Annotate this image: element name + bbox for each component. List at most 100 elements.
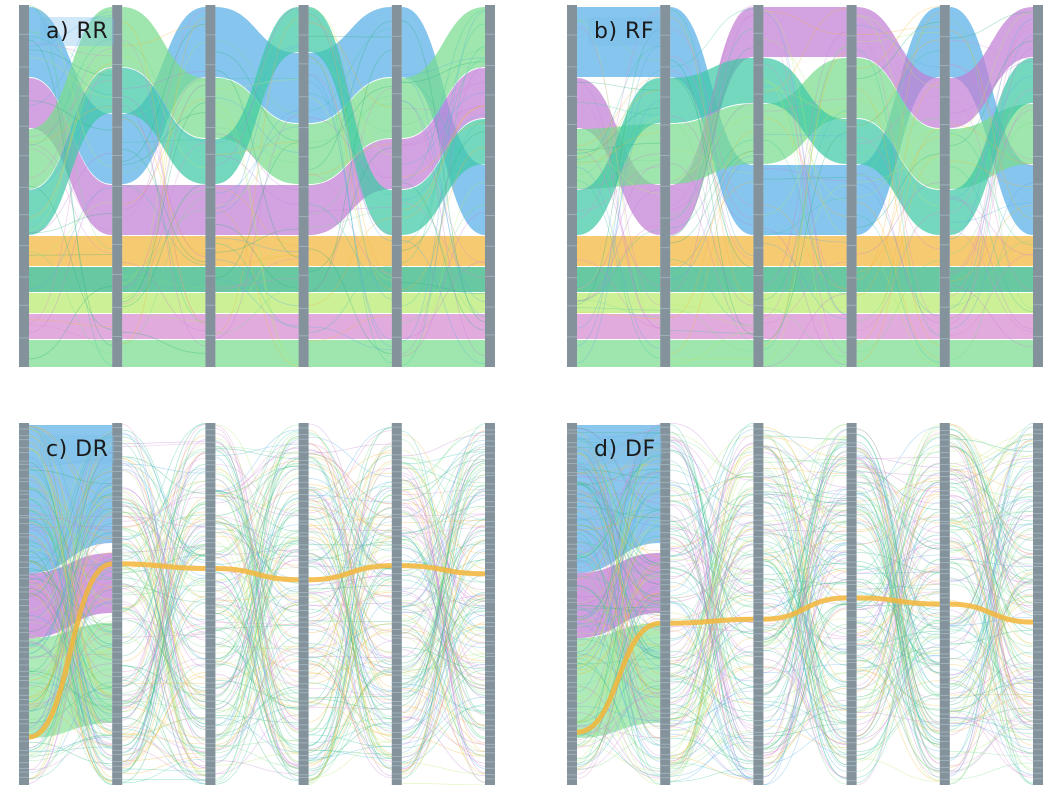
flow-line — [576, 516, 661, 659]
flow-line — [949, 557, 1034, 584]
flow-line — [215, 605, 299, 703]
flow-line — [856, 504, 940, 729]
flow-line — [308, 561, 392, 676]
flow-line — [122, 440, 206, 586]
flow-line — [949, 496, 1034, 706]
flow-line — [28, 464, 113, 655]
flow-line — [28, 450, 113, 640]
flow-line — [122, 516, 206, 568]
flow-line — [122, 423, 206, 729]
flow-line — [949, 202, 1034, 223]
flow-line — [763, 503, 847, 533]
flow-line — [856, 470, 940, 516]
flow-line — [28, 561, 113, 645]
flow-line — [763, 666, 847, 744]
flow-line — [308, 590, 392, 626]
flow-line — [576, 575, 661, 604]
flow-line — [670, 331, 754, 365]
flow-line — [763, 448, 847, 598]
flow-line — [122, 491, 206, 527]
flow-line — [308, 217, 392, 306]
flow-line — [763, 426, 847, 529]
highlight-path — [670, 616, 754, 626]
flow-line — [401, 689, 486, 745]
flow-line — [28, 11, 113, 106]
flow-line — [949, 595, 1034, 646]
flow-line — [401, 502, 486, 716]
flow-line — [856, 39, 940, 126]
flow-line — [949, 662, 1034, 694]
flow-line — [763, 465, 847, 499]
flow-line — [28, 529, 113, 678]
flow-line — [949, 556, 1034, 625]
flow-line — [28, 185, 113, 330]
flow-line — [670, 677, 754, 763]
flow-line — [28, 717, 113, 780]
flow-line — [215, 442, 299, 721]
flow-line — [856, 470, 940, 511]
flow-line — [763, 139, 847, 295]
flow-line — [308, 698, 392, 710]
flow-line — [401, 504, 486, 767]
flow-line — [308, 631, 392, 685]
flow-line — [28, 433, 113, 649]
flow-line — [28, 541, 113, 649]
flow-line — [122, 116, 206, 324]
flow-line — [401, 661, 486, 671]
flow-line — [949, 433, 1034, 521]
flow-line — [670, 492, 754, 720]
flow-line — [122, 602, 206, 783]
axis-bar — [19, 5, 29, 367]
flow-line — [308, 668, 392, 765]
flow-line — [28, 494, 113, 563]
flow-line — [763, 643, 847, 746]
flow-line — [576, 149, 661, 286]
flow-line — [401, 572, 486, 770]
flow-line — [308, 57, 392, 290]
flow-line — [28, 434, 113, 554]
flow-line — [763, 580, 847, 625]
flow-line — [949, 707, 1034, 725]
flow-line — [28, 523, 113, 645]
flow-line — [215, 424, 299, 553]
flow-band — [856, 339, 940, 367]
flow-line — [763, 468, 847, 474]
flow-line — [949, 465, 1034, 621]
flow-line — [122, 717, 206, 776]
flow-line — [949, 468, 1034, 539]
flow-line — [856, 437, 940, 641]
flow-line — [949, 717, 1034, 731]
flow-line — [28, 520, 113, 645]
flow-line — [401, 457, 486, 484]
flow-line — [215, 604, 299, 686]
flow-line — [122, 484, 206, 719]
flow-line — [670, 454, 754, 588]
flow-line — [122, 499, 206, 617]
flow-line — [122, 635, 206, 742]
flow-line — [215, 637, 299, 746]
flow-line — [763, 618, 847, 644]
flow-line — [215, 612, 299, 776]
flow-line — [856, 593, 940, 621]
flow-line — [28, 499, 113, 707]
flow-band — [122, 7, 206, 138]
flow-line — [856, 612, 940, 725]
flow-line — [576, 618, 661, 646]
flow-line — [856, 650, 940, 700]
flow-line — [122, 603, 206, 768]
flow-line — [576, 164, 661, 288]
flow-line — [215, 516, 299, 553]
flow-line — [215, 550, 299, 710]
flow-line — [763, 177, 847, 180]
flow-line — [763, 514, 847, 620]
flow-line — [670, 445, 754, 728]
flow-line — [28, 449, 113, 771]
flow-line — [122, 436, 206, 561]
flow-line — [122, 555, 206, 734]
flow-line — [763, 602, 847, 651]
flow-line — [576, 437, 661, 474]
flow-line — [856, 457, 940, 468]
flow-line — [763, 530, 847, 592]
flow-line — [763, 522, 847, 634]
flow-band — [29, 425, 113, 573]
